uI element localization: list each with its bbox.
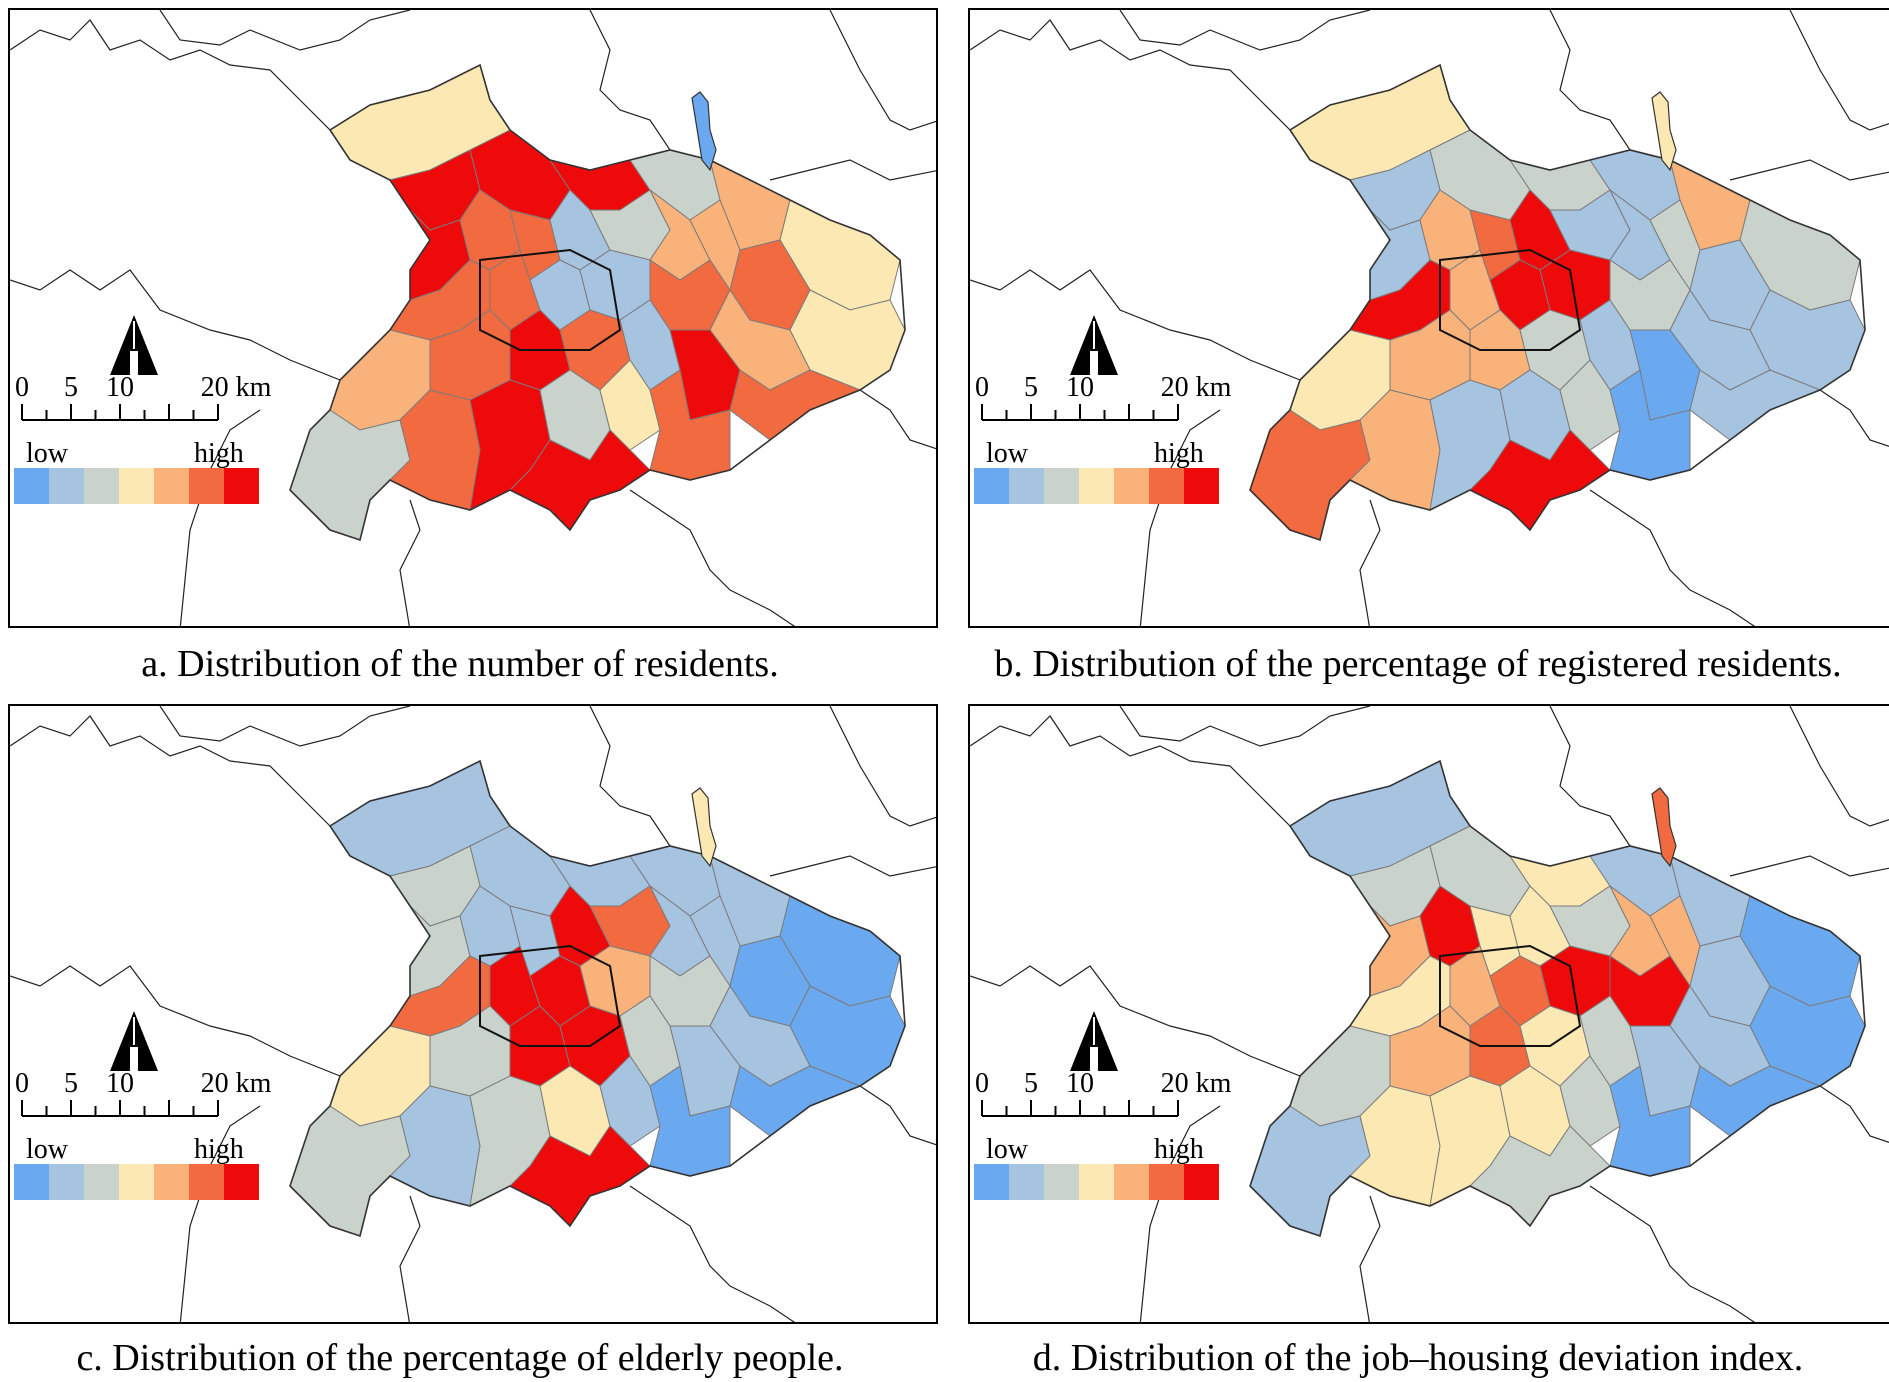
- legend-swatch: [1044, 1164, 1079, 1200]
- scale-tick-label: 20 km: [1161, 372, 1232, 403]
- legend-low-label: low: [986, 438, 1029, 469]
- study-area-outline: [289, 759, 906, 1238]
- north-arrow-icon: [1070, 315, 1118, 375]
- islet-region: [1651, 91, 1677, 172]
- legend-swatch: [1009, 468, 1044, 504]
- legend-swatch: [14, 468, 49, 504]
- legend: low high: [14, 1134, 259, 1200]
- study-area-outline: [1249, 759, 1866, 1238]
- legend-swatch: [119, 1164, 154, 1200]
- legend-swatch: [49, 1164, 84, 1200]
- map-panel-c: 0 5 10 20 km low high: [8, 704, 938, 1324]
- caption-d: d. Distribution of the job–housing devia…: [1032, 1337, 1804, 1379]
- legend-low-label: low: [986, 1134, 1029, 1165]
- scale-tick-label: 20 km: [201, 372, 272, 403]
- north-arrow-icon: [110, 1011, 158, 1071]
- central-district-outline: [1439, 248, 1582, 351]
- legend-swatch: [119, 468, 154, 504]
- choropleth-regions: [1249, 64, 1866, 541]
- central-district-outline: [479, 248, 622, 351]
- choropleth-regions: [1249, 760, 1866, 1237]
- central-district-outline: [479, 944, 622, 1047]
- scale-tick-label: 20 km: [1161, 1068, 1232, 1099]
- legend-swatch: [1079, 468, 1114, 504]
- study-area-outline: [289, 63, 906, 542]
- legend-swatch: [1079, 1164, 1114, 1200]
- caption-b: b. Distribution of the percentage of reg…: [994, 643, 1842, 685]
- legend-swatch: [84, 468, 119, 504]
- legend-low-label: low: [26, 1134, 69, 1165]
- legend-swatch: [14, 1164, 49, 1200]
- scale-bar: 0 5 10 20 km: [15, 1068, 272, 1117]
- legend-swatch: [224, 1164, 259, 1200]
- legend-swatch: [1044, 468, 1079, 504]
- study-area-outline: [1249, 63, 1866, 542]
- region-29: [289, 409, 411, 541]
- map-panel-d: 0 5 10 20 km low high: [968, 704, 1889, 1324]
- legend-swatch: [1149, 468, 1184, 504]
- caption-c: c. Distribution of the percentage of eld…: [76, 1337, 844, 1379]
- legend: low high: [14, 438, 259, 504]
- choropleth-map-b: 0 5 10 20 km low high: [970, 10, 1889, 626]
- scale-tick-label: 10: [1066, 1068, 1094, 1099]
- scale-tick-label: 5: [1024, 1068, 1038, 1099]
- central-district-outline: [1439, 944, 1582, 1047]
- scale-tick-label: 0: [975, 372, 989, 403]
- legend-swatch: [1184, 1164, 1219, 1200]
- region-29: [1249, 1105, 1371, 1237]
- north-arrow-icon: [1070, 1011, 1118, 1071]
- choropleth-regions: [289, 64, 906, 541]
- map-panel-b: 0 5 10 20 km low high: [968, 8, 1889, 628]
- scale-bar: 0 5 10 20 km: [975, 372, 1232, 421]
- choropleth-map-a: 0 5 10 20 km low high: [10, 10, 936, 626]
- scale-tick-label: 0: [15, 1068, 29, 1099]
- islet-region: [691, 91, 717, 172]
- choropleth-map-c: 0 5 10 20 km low high: [10, 706, 936, 1322]
- legend-swatch: [189, 1164, 224, 1200]
- legend: low high: [974, 438, 1219, 504]
- islet-region: [691, 787, 717, 868]
- legend-swatch: [1184, 468, 1219, 504]
- scale-tick-label: 10: [106, 372, 134, 403]
- legend-swatch: [1009, 1164, 1044, 1200]
- legend-high-label: high: [194, 438, 244, 469]
- scale-tick-label: 10: [1066, 372, 1094, 403]
- scale-tick-label: 20 km: [201, 1068, 272, 1099]
- legend-low-label: low: [26, 438, 69, 469]
- legend-swatch: [154, 468, 189, 504]
- north-arrow-icon: [110, 315, 158, 375]
- scale-tick-label: 5: [1024, 372, 1038, 403]
- legend-high-label: high: [1154, 1134, 1204, 1165]
- legend-swatch: [224, 468, 259, 504]
- background-boundaries: [970, 10, 1889, 626]
- legend-swatch: [1149, 1164, 1184, 1200]
- caption-a: a. Distribution of the number of residen…: [141, 643, 779, 685]
- legend-swatch: [1114, 468, 1149, 504]
- region-29: [289, 1105, 411, 1237]
- scale-tick-label: 5: [64, 1068, 78, 1099]
- region-29: [1249, 409, 1371, 541]
- background-boundaries: [970, 706, 1889, 1322]
- scale-tick-label: 0: [975, 1068, 989, 1099]
- scale-bar: 0 5 10 20 km: [975, 1068, 1232, 1117]
- legend-swatch: [1114, 1164, 1149, 1200]
- legend-swatch: [189, 468, 224, 504]
- legend-high-label: high: [1154, 438, 1204, 469]
- legend: low high: [974, 1134, 1219, 1200]
- scale-bar: 0 5 10 20 km: [15, 372, 272, 421]
- legend-high-label: high: [194, 1134, 244, 1165]
- choropleth-regions: [289, 760, 906, 1237]
- scale-tick-label: 5: [64, 372, 78, 403]
- legend-swatch: [974, 468, 1009, 504]
- legend-swatch: [84, 1164, 119, 1200]
- map-panel-a: 0 5 10 20 km low high: [8, 8, 938, 628]
- choropleth-map-d: 0 5 10 20 km low high: [970, 706, 1889, 1322]
- islet-region: [1651, 787, 1677, 868]
- scale-tick-label: 0: [15, 372, 29, 403]
- legend-swatch: [154, 1164, 189, 1200]
- scale-tick-label: 10: [106, 1068, 134, 1099]
- legend-swatch: [974, 1164, 1009, 1200]
- legend-swatch: [49, 468, 84, 504]
